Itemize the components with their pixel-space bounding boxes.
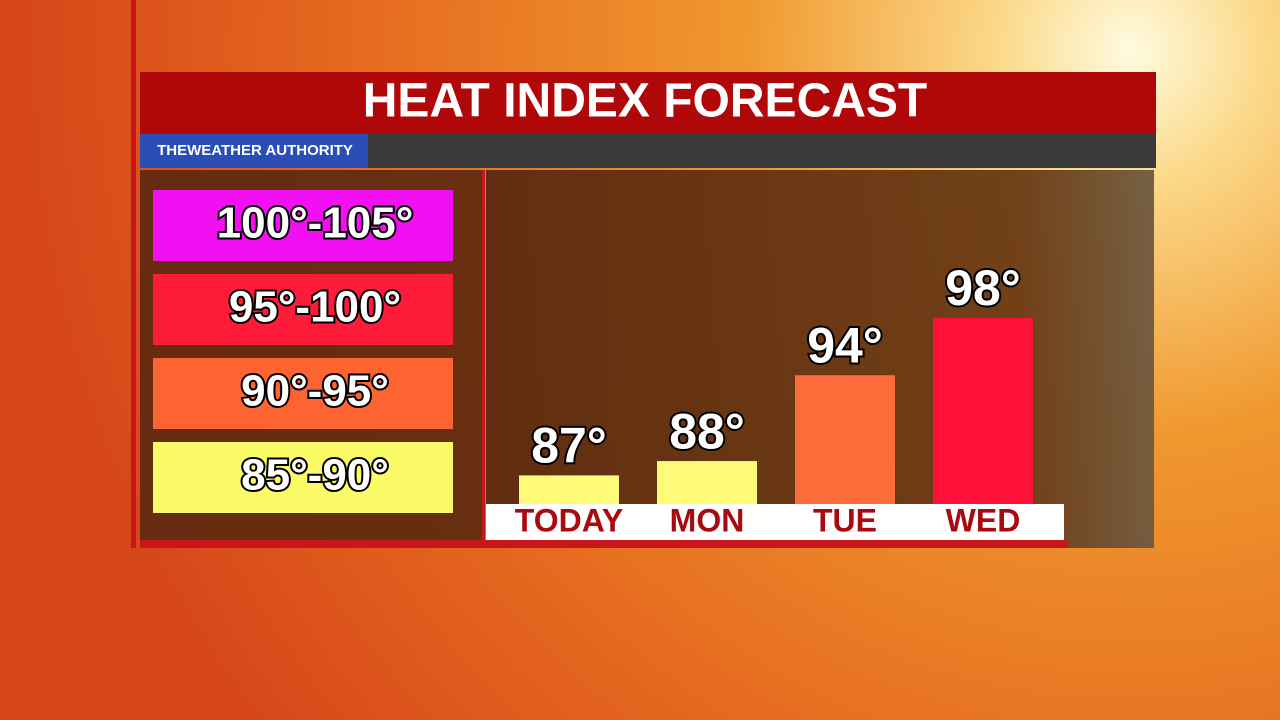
- bar: [519, 475, 619, 504]
- category-strip: [486, 504, 1064, 540]
- chart-title: HEAT INDEX FORECAST: [363, 75, 927, 128]
- x-tick-label: MON: [670, 502, 745, 538]
- x-tick-label: TUE: [813, 502, 877, 538]
- legend-label: 100°-105°: [217, 199, 414, 248]
- legend-swatch: [153, 274, 453, 345]
- legend-swatch: [153, 442, 453, 513]
- frame-line: [131, 0, 136, 548]
- legend-swatch: [153, 190, 453, 261]
- divider: [482, 170, 485, 542]
- value-label: 87°: [531, 418, 607, 474]
- bottom-line: [140, 540, 1068, 548]
- value-label: 94°: [807, 317, 883, 373]
- bar: [795, 375, 895, 504]
- legend-label: 90°-95°: [241, 367, 389, 416]
- bar: [657, 461, 757, 504]
- branding: THEWEATHER AUTHORITY: [157, 142, 353, 159]
- value-label: 98°: [945, 260, 1021, 316]
- legend-swatch: [153, 358, 453, 429]
- x-tick-label: TODAY: [515, 502, 623, 538]
- legend-label: 85°-90°: [241, 451, 389, 500]
- x-tick-label: WED: [946, 502, 1021, 538]
- legend-label: 95°-100°: [229, 283, 401, 332]
- value-label: 88°: [669, 403, 745, 459]
- title-bar: [140, 72, 1156, 134]
- logo-box: [140, 134, 368, 168]
- bar: [933, 318, 1033, 504]
